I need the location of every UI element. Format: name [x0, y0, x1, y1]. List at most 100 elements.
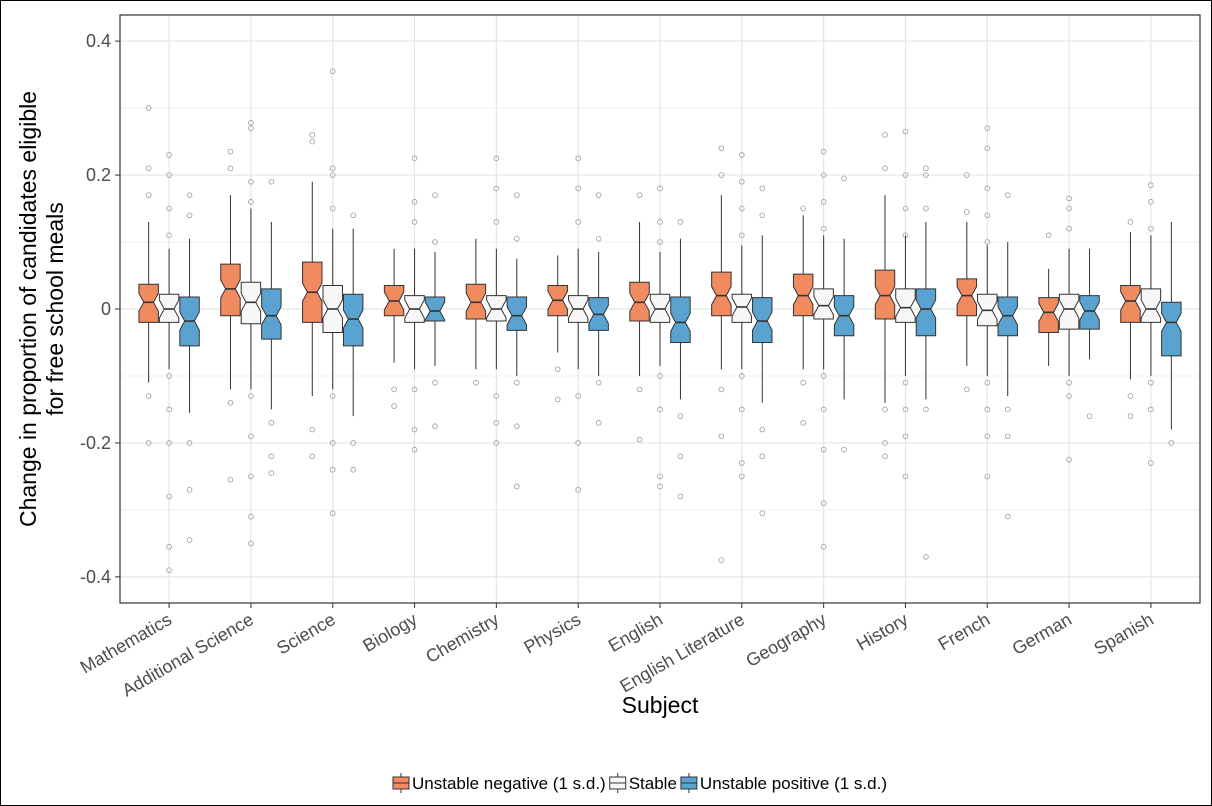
outlier [554, 366, 561, 373]
y-tick-label: 0 [101, 299, 111, 319]
outlier [984, 239, 991, 245]
y-axis-title-line: Change in proportion of candidates eligi… [15, 91, 41, 527]
outlier [1066, 393, 1072, 399]
outlier [248, 540, 254, 547]
outlier [964, 209, 970, 215]
outlier [309, 132, 316, 138]
outlier [902, 406, 909, 413]
outlier [984, 125, 991, 131]
outlier [1004, 406, 1011, 413]
outlier [329, 165, 336, 172]
outlier [820, 148, 827, 155]
outlier [1127, 219, 1134, 225]
outlier [739, 178, 745, 185]
outlier [248, 433, 254, 440]
outlier [657, 406, 663, 413]
outlier [309, 426, 316, 433]
outlier [411, 155, 418, 162]
y-tick-label: -0.2 [80, 433, 111, 453]
outlier [432, 379, 438, 386]
box [1120, 285, 1141, 323]
outlier [820, 199, 827, 205]
outlier [923, 165, 929, 172]
y-tick-label: 0.4 [86, 31, 111, 51]
outlier [820, 446, 827, 453]
box [1161, 301, 1182, 357]
outlier [145, 192, 152, 198]
outlier [145, 165, 152, 172]
outlier [882, 440, 888, 446]
outlier [1066, 205, 1072, 212]
outlier [329, 205, 336, 212]
outlier [923, 553, 929, 560]
outlier [800, 205, 806, 212]
outlier [984, 145, 991, 152]
outlier [166, 373, 172, 379]
box [1038, 297, 1059, 333]
outlier [166, 152, 172, 158]
outlier [1004, 513, 1011, 520]
outlier [595, 379, 602, 386]
y-axis-title-line: for free school meals [42, 202, 68, 415]
outlier [493, 185, 500, 192]
outlier [268, 420, 275, 426]
outlier [391, 386, 397, 393]
outlier [248, 513, 254, 520]
outlier [227, 476, 234, 483]
outlier [1066, 379, 1072, 386]
outlier [739, 205, 745, 212]
outlier [1148, 460, 1154, 466]
outlier [1004, 192, 1011, 198]
outlier [411, 386, 418, 393]
outlier [657, 373, 663, 379]
x-axis-title: Subject [622, 692, 699, 718]
outlier [841, 175, 847, 182]
outlier [391, 403, 397, 409]
outlier [329, 510, 336, 517]
outlier [820, 373, 827, 379]
outlier [595, 420, 602, 426]
outlier [820, 172, 827, 178]
outlier [166, 493, 172, 500]
outlier [820, 406, 827, 413]
outlier [248, 120, 254, 126]
outlier [882, 132, 888, 138]
outlier [902, 172, 909, 178]
outlier [595, 192, 602, 198]
outlier [636, 436, 643, 443]
outlier [145, 440, 152, 446]
legend-label: Unstable positive (1 s.d.) [700, 774, 887, 793]
outlier [984, 212, 991, 219]
y-tick-label: 0.2 [86, 165, 111, 185]
box [731, 293, 753, 323]
outlier [841, 446, 847, 453]
outlier [186, 537, 193, 543]
outlier [1148, 199, 1154, 205]
outlier [1148, 182, 1154, 188]
outlier [575, 185, 581, 192]
outlier [493, 219, 500, 225]
box [711, 271, 732, 317]
outlier [1066, 456, 1072, 463]
outlier [902, 205, 909, 212]
box [956, 278, 978, 317]
outlier [657, 219, 663, 225]
outlier [166, 440, 172, 446]
outlier [493, 393, 500, 399]
outlier [248, 473, 254, 480]
legend-item: Unstable positive (1 s.d.) [680, 773, 887, 793]
outlier [166, 543, 172, 550]
outlier [493, 155, 500, 162]
outlier [1127, 413, 1134, 419]
outlier [759, 212, 766, 219]
outlier [493, 420, 500, 426]
outlier [575, 487, 581, 493]
outlier [350, 440, 356, 446]
outlier [514, 423, 520, 429]
outlier [657, 239, 663, 245]
outlier [739, 473, 745, 480]
outlier [268, 470, 275, 476]
outlier [350, 212, 356, 219]
outlier [329, 440, 336, 446]
